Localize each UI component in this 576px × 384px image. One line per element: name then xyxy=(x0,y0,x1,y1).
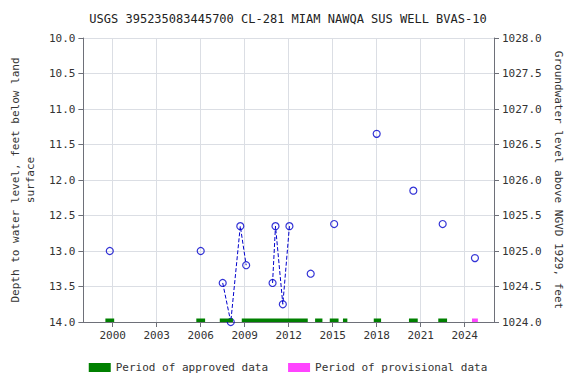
svg-text:12.0: 12.0 xyxy=(49,174,76,187)
svg-text:1026.0: 1026.0 xyxy=(502,174,542,187)
svg-text:11.5: 11.5 xyxy=(49,138,76,151)
svg-text:Period of provisional data: Period of provisional data xyxy=(315,361,487,374)
svg-text:12.5: 12.5 xyxy=(49,209,76,222)
svg-text:10.5: 10.5 xyxy=(49,67,76,80)
svg-text:2003: 2003 xyxy=(143,329,170,342)
svg-text:1025.5: 1025.5 xyxy=(502,209,542,222)
svg-text:11.0: 11.0 xyxy=(49,103,76,116)
svg-text:Depth to water level, feet bel: Depth to water level, feet below land xyxy=(9,57,22,302)
svg-text:2012: 2012 xyxy=(275,329,302,342)
svg-text:14.0: 14.0 xyxy=(49,316,76,329)
svg-text:1026.5: 1026.5 xyxy=(502,138,542,151)
svg-text:1027.0: 1027.0 xyxy=(502,103,542,116)
svg-text:1024.5: 1024.5 xyxy=(502,280,542,293)
svg-text:2000: 2000 xyxy=(99,329,126,342)
svg-text:10.0: 10.0 xyxy=(49,32,76,45)
svg-text:USGS 395235083445700 CL-281 MI: USGS 395235083445700 CL-281 MIAM NAWQA S… xyxy=(89,12,486,26)
svg-text:surface: surface xyxy=(24,157,37,203)
svg-text:13.0: 13.0 xyxy=(49,245,76,258)
svg-text:1027.5: 1027.5 xyxy=(502,67,542,80)
svg-text:1024.0: 1024.0 xyxy=(502,316,542,329)
svg-text:Period of approved data: Period of approved data xyxy=(116,361,268,374)
svg-text:1028.0: 1028.0 xyxy=(502,32,542,45)
svg-text:2024: 2024 xyxy=(451,329,478,342)
svg-text:2015: 2015 xyxy=(319,329,346,342)
svg-text:2021: 2021 xyxy=(407,329,434,342)
svg-text:Groundwater level above NGVD 1: Groundwater level above NGVD 1929, feet xyxy=(552,51,565,309)
svg-text:2009: 2009 xyxy=(231,329,258,342)
svg-text:2018: 2018 xyxy=(363,329,390,342)
svg-text:13.5: 13.5 xyxy=(49,280,76,293)
svg-text:2006: 2006 xyxy=(187,329,214,342)
svg-text:1025.0: 1025.0 xyxy=(502,245,542,258)
